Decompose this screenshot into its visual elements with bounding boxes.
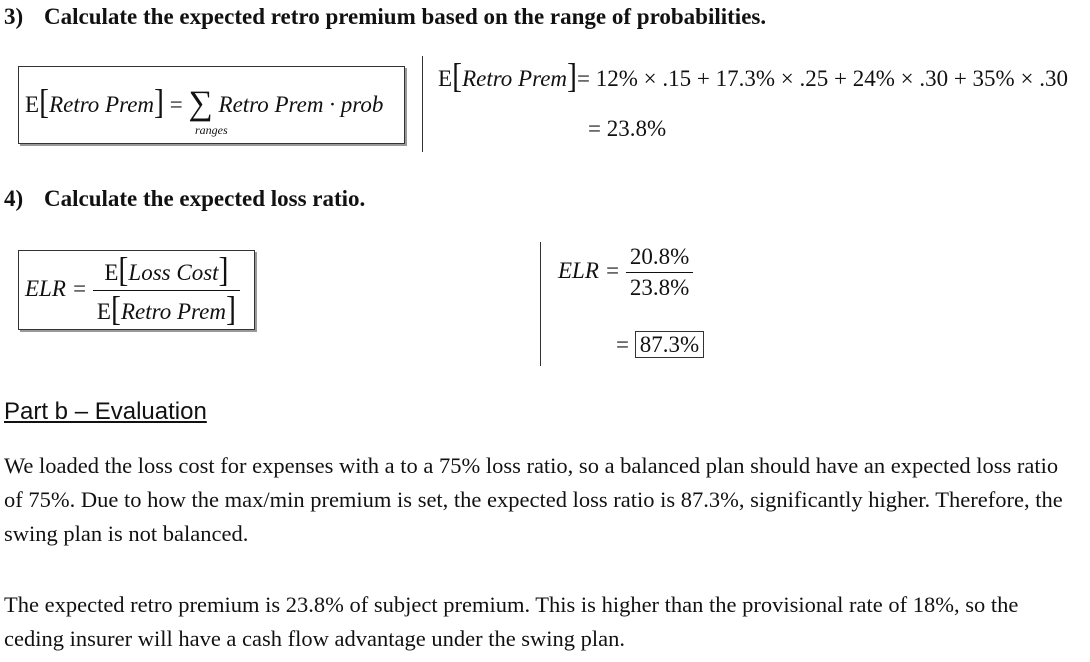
elr-calculation: ELR = 20.8% 23.8%: [558, 244, 694, 301]
elr-calc-fraction: 20.8% 23.8%: [625, 244, 694, 301]
retro-prem-term: Retro Prem: [462, 66, 568, 91]
equals-sign: =: [616, 332, 629, 357]
expectation-operator: E: [25, 92, 40, 117]
elr-formula: ELR = E[Loss Cost] E[Retro Prem]: [25, 251, 240, 329]
step4-number: 4): [4, 186, 24, 211]
elr-formula-box: ELR = E[Loss Cost] E[Retro Prem]: [18, 250, 255, 330]
retro-prem-result: = 23.8%: [588, 116, 667, 141]
expected-retro-prem-formula-box: E[Retro Prem] = ∑ Retro Prem · prob rang…: [18, 66, 405, 144]
elr-calc-denominator: 23.8%: [629, 275, 690, 300]
elr-calc-numerator: 20.8%: [625, 244, 694, 273]
elr-numerator: E[Loss Cost]: [92, 251, 240, 291]
sum-term: Retro Prem · prob: [218, 92, 384, 117]
sigma-icon: ∑: [188, 85, 213, 122]
elr-lhs: ELR =: [558, 257, 621, 283]
part-b-title: Part b – Evaluation: [4, 398, 207, 425]
step3-number: 3): [4, 4, 24, 29]
retro-prem-expression: = 12% × .15 + 17.3% × .25 + 24% × .30 + …: [577, 66, 1068, 91]
elr-result-line: = 87.3%: [616, 331, 705, 358]
step3-heading: 3) Calculate the expected retro premium b…: [4, 4, 766, 30]
divider-line: [422, 56, 423, 152]
evaluation-paragraph-2: The expected retro premium is 23.8% of s…: [4, 592, 1019, 651]
elr-denominator: E[Retro Prem]: [96, 290, 236, 329]
evaluation-paragraph-1: We loaded the loss cost for expenses wit…: [4, 453, 1063, 546]
retro-prem-calculation: E[Retro Prem]= 12% × .15 + 17.3% × .25 +…: [438, 57, 1068, 96]
step4-title: Calculate the expected loss ratio.: [44, 186, 366, 211]
retro-prem-term: Retro Prem: [49, 92, 155, 117]
expectation-operator: E: [438, 66, 453, 91]
step4-heading: 4) Calculate the expected loss ratio.: [4, 186, 365, 212]
divider-line: [540, 242, 541, 366]
step3-title: Calculate the expected retro premium bas…: [44, 4, 767, 29]
sum-subscript: ranges: [195, 123, 228, 137]
elr-lhs: ELR =: [25, 275, 88, 301]
equals-sign: =: [169, 92, 183, 117]
elr-result-boxed: 87.3%: [634, 331, 705, 358]
elr-fraction: E[Loss Cost] E[Retro Prem]: [92, 251, 240, 329]
retro-prem-formula: E[Retro Prem] = ∑ Retro Prem · prob: [25, 83, 384, 122]
